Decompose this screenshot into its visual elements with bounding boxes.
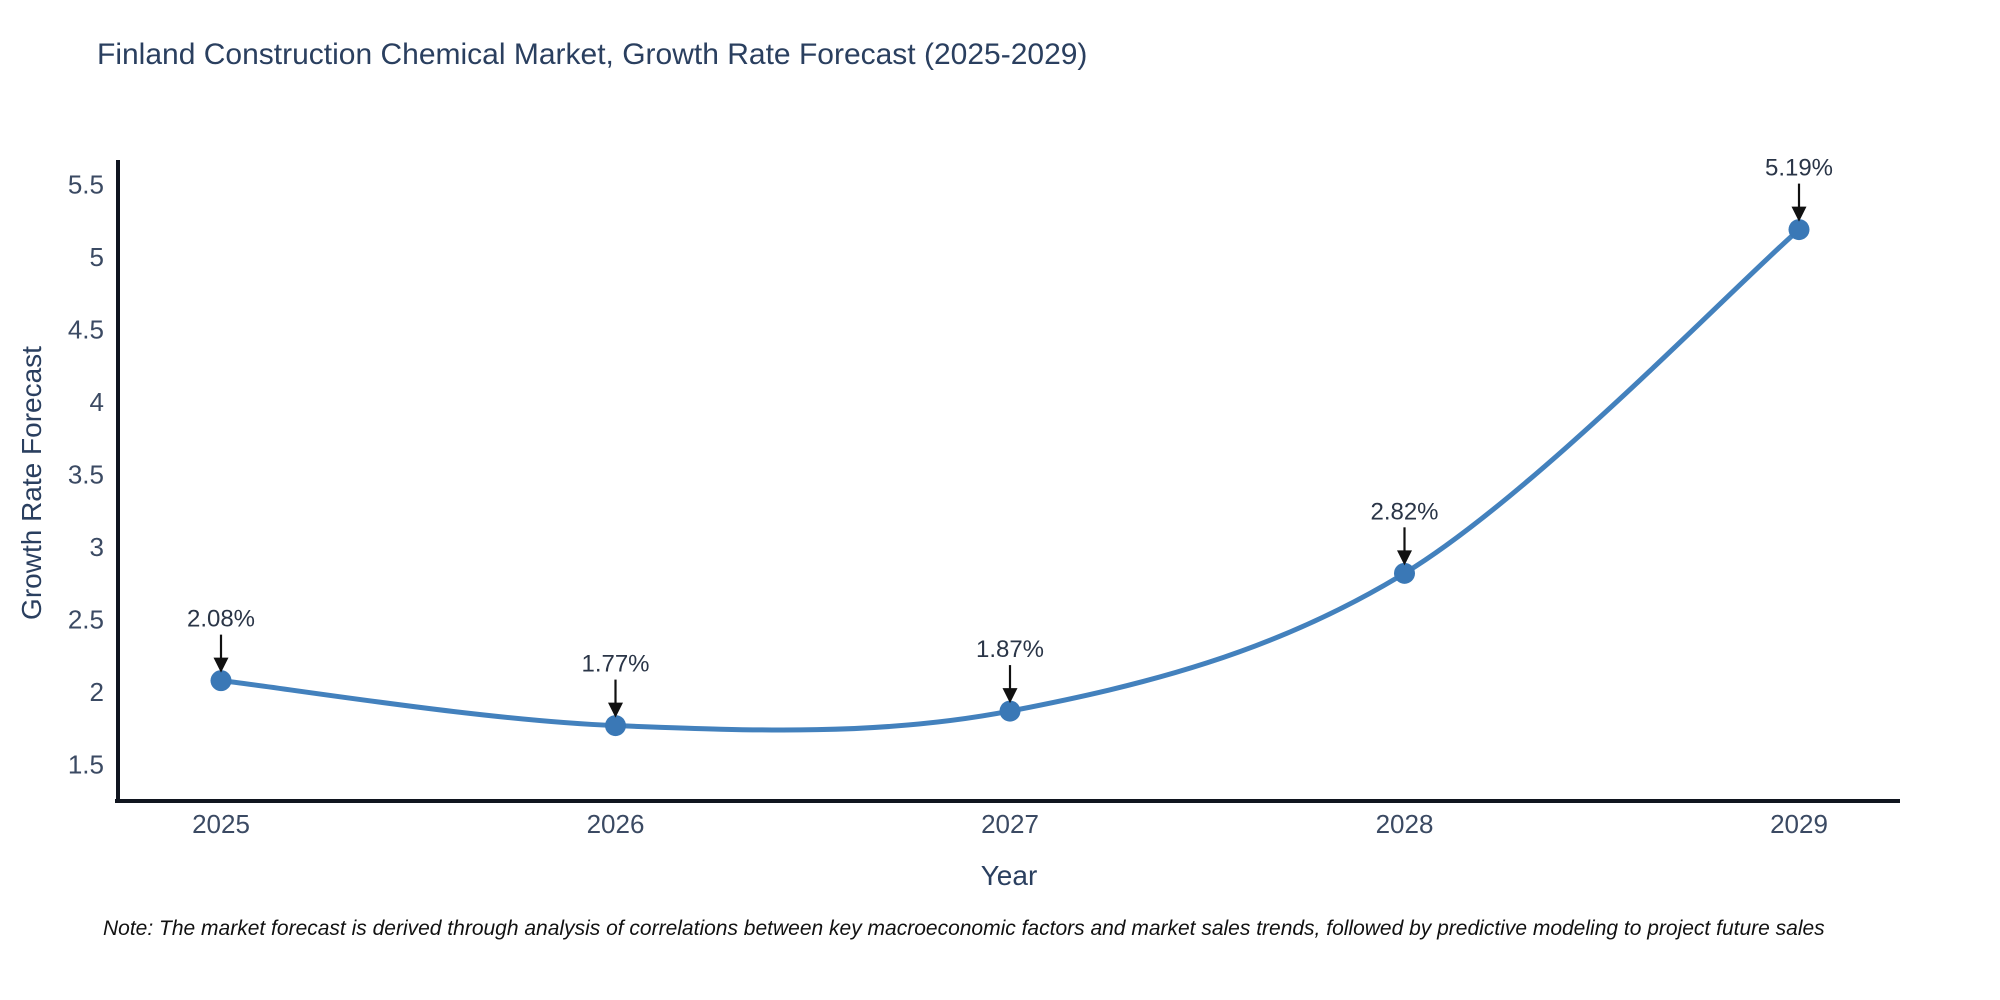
annotation-arrowhead	[1791, 206, 1807, 222]
data-point-2028[interactable]	[1394, 562, 1415, 584]
x-tick-label: 2026	[587, 809, 645, 839]
y-tick-label: 1.5	[68, 750, 104, 780]
y-tick-label: 4	[90, 387, 104, 417]
data-point-2029[interactable]	[1788, 219, 1810, 241]
x-tick-label: 2029	[1770, 809, 1828, 839]
annotation-arrowhead	[1002, 688, 1018, 704]
chart-title: Finland Construction Chemical Market, Gr…	[97, 38, 1088, 71]
y-tick-label: 3.5	[68, 460, 104, 490]
x-axis-title: Year	[980, 860, 1038, 891]
x-tick-label: 2027	[981, 809, 1039, 839]
y-tick-label: 3	[90, 532, 104, 562]
point-value-label: 1.87%	[976, 636, 1044, 663]
point-value-label: 1.77%	[581, 651, 649, 678]
point-value-label: 2.08%	[187, 606, 255, 633]
annotation-arrowhead	[213, 657, 229, 673]
point-value-label: 2.82%	[1370, 498, 1438, 525]
x-tick-label: 2025	[192, 809, 250, 839]
footnote: Note: The market forecast is derived thr…	[103, 917, 1825, 940]
y-tick-label: 5.5	[68, 170, 104, 200]
trend-line	[218, 227, 1802, 733]
annotation-arrowhead	[608, 702, 623, 718]
annotation-arrowhead	[1397, 550, 1412, 566]
y-tick-label: 4.5	[68, 315, 104, 345]
y-tick-label: 2	[90, 677, 104, 707]
y-tick-label: 2.5	[68, 605, 104, 635]
x-tick-label: 2028	[1376, 809, 1434, 839]
y-tick-label: 5	[90, 242, 104, 272]
data-point-2027[interactable]	[999, 700, 1021, 722]
point-value-label: 5.19%	[1765, 155, 1833, 182]
data-point-2025[interactable]	[210, 670, 232, 692]
data-point-2026[interactable]	[605, 715, 626, 737]
